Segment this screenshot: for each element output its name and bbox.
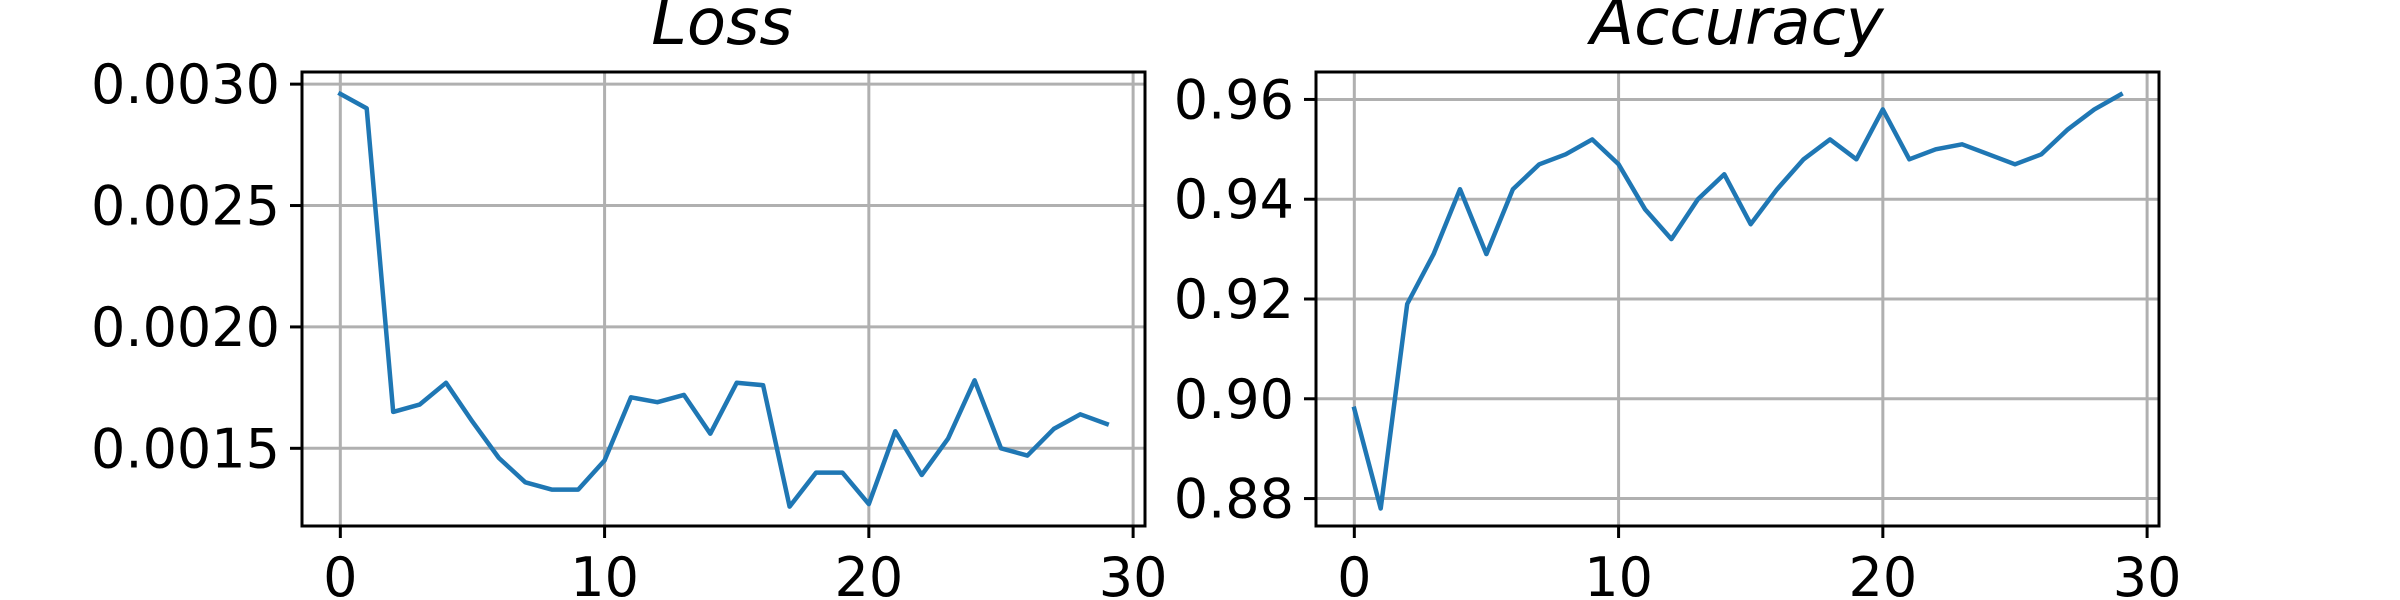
accuracy-series-line [1351, 91, 2124, 511]
loss-x-tick-label-3: 30 [1099, 546, 1168, 600]
accuracy-y-tick-label-4: 0.96 [1174, 68, 1294, 131]
accuracy-x-tick-label-0: 0 [1337, 546, 1371, 600]
accuracy-y-tick-label-0: 0.88 [1174, 468, 1294, 531]
accuracy-y-tick-label-3: 0.94 [1174, 168, 1294, 231]
loss-chart: Loss 0 10 20 30 0.0015 0.0020 0.0025 0.0030 [91, 0, 1167, 600]
accuracy-x-tick-label-2: 20 [1848, 546, 1917, 600]
accuracy-chart: Accuracy 0 10 20 30 0.88 0.90 0.92 0.94 0.96 [1174, 0, 2182, 600]
loss-y-tick-label-3: 0.0030 [91, 53, 280, 116]
loss-x-tick-label-2: 20 [834, 546, 903, 600]
accuracy-y-tick-label-2: 0.92 [1174, 268, 1294, 331]
loss-y-tick-label-1: 0.0020 [91, 296, 280, 359]
loss-x-tick-label-0: 0 [323, 546, 357, 600]
accuracy-y-tick-label-1: 0.90 [1174, 368, 1294, 431]
accuracy-x-tick-label-1: 10 [1584, 546, 1653, 600]
loss-series-line [337, 90, 1110, 509]
loss-y-tick-label-2: 0.0025 [91, 175, 280, 238]
accuracy-chart-title: Accuracy [1586, 0, 1884, 60]
accuracy-x-tick-label-3: 30 [2113, 546, 2182, 600]
loss-x-tick-label-1: 10 [570, 546, 639, 600]
loss-y-tick-label-0: 0.0015 [91, 417, 280, 480]
loss-chart-title: Loss [651, 0, 793, 60]
loss-axes-frame [300, 70, 1147, 528]
